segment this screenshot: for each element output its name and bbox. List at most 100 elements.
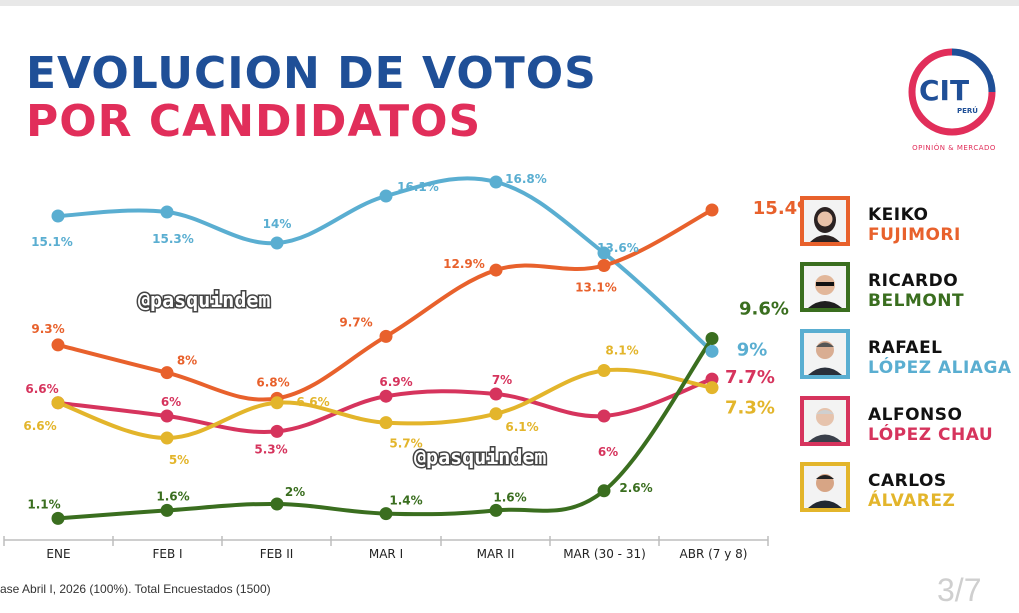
data-point bbox=[597, 259, 611, 272]
data-label: 6% bbox=[598, 445, 618, 459]
data-label: 7% bbox=[492, 373, 512, 387]
data-label: 5.3% bbox=[254, 442, 287, 456]
title-line-2: POR CANDIDATOS bbox=[26, 96, 482, 147]
data-label: 6.1% bbox=[505, 420, 538, 434]
title-line-1: EVOLUCION DE VOTOS bbox=[26, 48, 597, 99]
logo-text: CIT bbox=[919, 74, 969, 107]
data-label: 13.1% bbox=[575, 281, 617, 295]
x-tick-label: MAR I bbox=[369, 547, 403, 561]
footnote: ase Abril I, 2026 (100%). Total Encuesta… bbox=[0, 582, 271, 596]
data-label: 8% bbox=[177, 354, 197, 368]
logo-country: PERÚ bbox=[957, 106, 978, 115]
data-label: 6.6% bbox=[25, 382, 58, 396]
data-point bbox=[705, 381, 719, 395]
data-label: 15.3% bbox=[152, 232, 194, 246]
data-label: 15.1% bbox=[31, 235, 73, 249]
candidate-photo-belmont bbox=[800, 262, 850, 312]
legend-last-name: FUJIMORI bbox=[868, 225, 961, 245]
data-label: 14% bbox=[263, 217, 292, 231]
page-indicator: 3/7 bbox=[937, 572, 982, 608]
legend-item-lopez-aliaga: RAFAEL LÓPEZ ALIAGA bbox=[800, 329, 1015, 387]
x-tick-label: ENE bbox=[46, 547, 70, 561]
data-label: 1.6% bbox=[156, 489, 189, 503]
data-label: 1.4% bbox=[389, 494, 422, 508]
candidate-photo-fujimori bbox=[800, 196, 850, 246]
candidate-photo-lopez-aliaga bbox=[800, 329, 850, 379]
logo-arc-red bbox=[908, 48, 996, 136]
data-point bbox=[51, 209, 65, 223]
data-point bbox=[270, 424, 284, 438]
data-label: 6.9% bbox=[379, 375, 412, 389]
data-label: 8.1% bbox=[605, 344, 638, 358]
data-labels: 9.3% 8% 6.8% 9.7% 12.9% 13.1% 15.4% 1.1% 1.6% 2% 1… bbox=[23, 172, 815, 511]
data-point bbox=[597, 484, 611, 498]
x-tick-label: ABR (7 y 8) bbox=[680, 547, 748, 561]
data-label: 1.6% bbox=[493, 490, 526, 504]
data-point bbox=[160, 503, 174, 517]
candidate-photo-lopez-chau bbox=[800, 396, 850, 446]
data-label: 9.7% bbox=[339, 315, 372, 329]
data-point bbox=[379, 189, 393, 203]
x-tick-label: MAR (30 - 31) bbox=[563, 547, 646, 561]
data-point bbox=[705, 203, 719, 217]
data-label: 6.6% bbox=[23, 419, 56, 433]
data-point bbox=[597, 409, 611, 423]
x-tick-label: MAR II bbox=[477, 547, 515, 561]
data-label: 15.4% bbox=[753, 198, 815, 219]
data-label: 6.8% bbox=[256, 375, 289, 389]
legend-item-lopez-chau: ALFONSO LÓPEZ CHAU bbox=[800, 396, 1015, 454]
data-point bbox=[705, 344, 719, 358]
logo-tagline: OPINIÓN & MERCADO bbox=[912, 144, 996, 152]
data-label: 1.1% bbox=[27, 497, 60, 511]
data-point bbox=[270, 236, 284, 250]
series-line bbox=[56, 176, 714, 354]
data-point bbox=[489, 263, 503, 277]
legend-first-name: ALFONSO bbox=[868, 405, 963, 425]
x-axis: ENE FEB I FEB II MAR I MAR II MAR (30 - 31) AB… bbox=[3, 536, 769, 561]
data-point bbox=[489, 387, 503, 401]
data-point bbox=[51, 511, 65, 525]
data-point bbox=[51, 396, 65, 410]
data-point bbox=[489, 407, 503, 421]
data-label: 9.6% bbox=[739, 299, 789, 320]
data-point bbox=[379, 389, 393, 403]
data-point bbox=[270, 497, 284, 511]
legend-item-belmont: RICARDO BELMONT bbox=[800, 262, 1015, 320]
x-tick-label: FEB I bbox=[152, 547, 182, 561]
legend-first-name: RAFAEL bbox=[868, 338, 943, 358]
legend-last-name: LÓPEZ CHAU bbox=[868, 425, 994, 445]
legend-item-fujimori: KEIKO FUJIMORI bbox=[800, 196, 1015, 254]
data-label: 2% bbox=[285, 485, 305, 499]
data-label: 7.7% bbox=[725, 367, 775, 388]
candidate-photo-alvarez bbox=[800, 462, 850, 512]
legend-item-alvarez: CARLOS ÁLVAREZ bbox=[800, 462, 1015, 520]
data-point bbox=[379, 507, 393, 521]
legend-last-name: BELMONT bbox=[868, 291, 965, 311]
data-point bbox=[705, 332, 719, 346]
data-label: 5% bbox=[169, 453, 189, 467]
data-point bbox=[489, 175, 503, 189]
data-point bbox=[597, 246, 611, 260]
data-point bbox=[160, 431, 174, 445]
watermark-1: @pasquindem bbox=[138, 288, 270, 312]
data-label: 6.6% bbox=[296, 395, 329, 409]
data-point bbox=[489, 503, 503, 517]
data-point bbox=[160, 205, 174, 219]
logo-registered: ® bbox=[985, 73, 994, 83]
data-points bbox=[51, 175, 719, 525]
data-label: 7.3% bbox=[725, 398, 775, 419]
data-point bbox=[51, 338, 65, 352]
legend-first-name: KEIKO bbox=[868, 205, 929, 225]
data-point bbox=[270, 396, 284, 410]
data-point bbox=[160, 409, 174, 423]
data-point bbox=[379, 416, 393, 430]
cit-logo: CIT ® PERÚ bbox=[908, 48, 996, 136]
watermark-2: @pasquindem bbox=[414, 445, 546, 469]
data-point bbox=[597, 364, 611, 378]
x-tick-label: FEB II bbox=[260, 547, 294, 561]
data-label: 12.9% bbox=[443, 257, 485, 271]
legend-last-name: ÁLVAREZ bbox=[868, 491, 956, 511]
logo-arc-blue bbox=[951, 48, 996, 93]
data-label: 9% bbox=[737, 339, 768, 360]
